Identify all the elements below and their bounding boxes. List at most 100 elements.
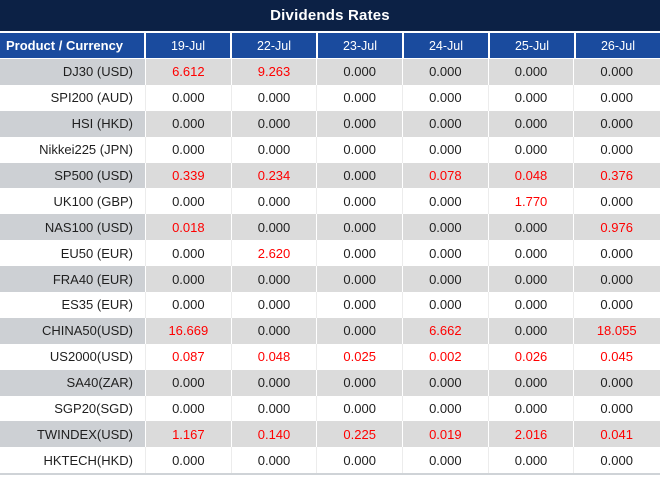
rate-cell: 0.000 — [488, 136, 575, 163]
rate-cell: 0.000 — [488, 266, 575, 293]
rate-cell: 0.000 — [317, 84, 404, 111]
page-title: Dividends Rates — [270, 7, 390, 24]
rate-cell: 0.000 — [146, 395, 232, 422]
rate-cell: 0.000 — [317, 188, 404, 215]
rate-cell: 0.339 — [146, 162, 232, 189]
rate-cell: 0.048 — [488, 162, 575, 189]
rate-cell: 0.078 — [403, 162, 489, 189]
rate-cell: 0.000 — [403, 84, 489, 111]
column-header-date: 25-Jul — [490, 33, 576, 58]
rate-cell: 0.000 — [317, 162, 404, 189]
column-header-date: 19-Jul — [146, 33, 232, 58]
table-row: FRA40 (EUR) 0.000 0.000 0.000 0.000 0.000 0.00… — [0, 266, 660, 293]
rate-cell: 0.000 — [317, 317, 404, 344]
rate-cell: 0.000 — [317, 447, 404, 474]
rate-cell: 0.000 — [146, 447, 232, 474]
rate-cell: 16.669 — [146, 317, 232, 344]
product-cell: Nikkei225 (JPN) — [0, 136, 146, 163]
rate-cell: 0.000 — [231, 110, 318, 137]
table-row: SA40(ZAR) 0.000 0.000 0.000 0.000 0.000 0.000 — [0, 369, 660, 396]
product-cell: SPI200 (AUD) — [0, 84, 146, 111]
rate-cell: 0.000 — [231, 317, 318, 344]
rate-cell: 0.045 — [574, 343, 660, 370]
rate-cell: 0.000 — [488, 317, 575, 344]
table-body: DJ30 (USD) 6.612 9.263 0.000 0.000 0.000 0.000… — [0, 59, 660, 476]
rate-cell: 0.234 — [231, 162, 318, 189]
rate-cell: 0.018 — [146, 214, 232, 241]
rate-cell: 0.087 — [146, 343, 232, 370]
rate-cell: 0.000 — [403, 447, 489, 474]
rate-cell: 0.000 — [231, 136, 318, 163]
table-row: SPI200 (AUD) 0.000 0.000 0.000 0.000 0.000 0.0… — [0, 84, 660, 111]
rate-cell: 0.019 — [403, 421, 489, 448]
rate-cell: 0.000 — [574, 240, 660, 267]
table-row: CHINA50(USD) 16.669 0.000 0.000 6.662 0.000 18… — [0, 317, 660, 344]
table-row: HSI (HKD) 0.000 0.000 0.000 0.000 0.000 0.000 — [0, 110, 660, 137]
product-cell: SA40(ZAR) — [0, 369, 146, 396]
product-cell: HSI (HKD) — [0, 110, 146, 137]
rate-cell: 0.000 — [146, 188, 232, 215]
rate-cell: 0.000 — [231, 447, 318, 474]
rate-cell: 0.000 — [574, 395, 660, 422]
rate-cell: 0.026 — [488, 343, 575, 370]
title-divider — [0, 31, 660, 33]
table-header-row: Product / Currency 19-Jul 22-Jul 23-Jul 24-J… — [0, 33, 660, 58]
title-bar: Dividends Rates — [0, 0, 660, 31]
rate-cell: 0.000 — [231, 395, 318, 422]
product-cell: UK100 (GBP) — [0, 188, 146, 215]
rate-cell: 0.000 — [403, 395, 489, 422]
rate-cell: 0.000 — [488, 214, 575, 241]
product-cell: NAS100 (USD) — [0, 214, 146, 241]
rate-cell: 0.000 — [488, 110, 575, 137]
rate-cell: 0.000 — [403, 292, 489, 318]
rate-cell: 0.000 — [488, 447, 575, 474]
rate-cell: 0.000 — [146, 136, 232, 163]
rate-cell: 0.000 — [317, 395, 404, 422]
rate-cell: 0.000 — [146, 369, 232, 396]
rate-cell: 1.770 — [488, 188, 575, 215]
column-header-date: 23-Jul — [318, 33, 404, 58]
rate-cell: 0.041 — [574, 421, 660, 448]
rate-cell: 0.000 — [574, 292, 660, 318]
rate-cell: 0.000 — [146, 110, 232, 137]
rate-cell: 0.000 — [231, 292, 318, 318]
rate-cell: 2.620 — [231, 240, 318, 267]
table-row: DJ30 (USD) 6.612 9.263 0.000 0.000 0.000 0.000 — [0, 59, 660, 85]
rate-cell: 0.000 — [403, 59, 489, 85]
column-header-product: Product / Currency — [0, 33, 146, 58]
rate-cell: 18.055 — [574, 317, 660, 344]
rate-cell: 0.000 — [403, 214, 489, 241]
product-cell: FRA40 (EUR) — [0, 266, 146, 293]
product-cell: CHINA50(USD) — [0, 317, 146, 344]
rate-cell: 0.000 — [231, 214, 318, 241]
rate-cell: 0.000 — [317, 240, 404, 267]
rate-cell: 0.000 — [317, 110, 404, 137]
rate-cell: 0.976 — [574, 214, 660, 241]
rate-cell: 6.662 — [403, 317, 489, 344]
table-row: US2000(USD) 0.087 0.048 0.025 0.002 0.026 0.04… — [0, 343, 660, 370]
rate-cell: 0.000 — [231, 266, 318, 293]
rate-cell: 0.000 — [317, 266, 404, 293]
rate-cell: 0.000 — [574, 59, 660, 85]
rate-cell: 0.000 — [231, 188, 318, 215]
rate-cell: 0.000 — [146, 292, 232, 318]
rate-cell: 0.000 — [146, 240, 232, 267]
rate-cell: 2.016 — [488, 421, 575, 448]
dividends-table: Product / Currency 19-Jul 22-Jul 23-Jul 24-J… — [0, 33, 660, 476]
table-row: EU50 (EUR) 0.000 2.620 0.000 0.000 0.000 0.000 — [0, 240, 660, 267]
rate-cell: 0.000 — [403, 240, 489, 267]
product-cell: HKTECH(HKD) — [0, 447, 146, 474]
column-header-date: 24-Jul — [404, 33, 490, 58]
product-cell: EU50 (EUR) — [0, 240, 146, 267]
rate-cell: 0.000 — [574, 447, 660, 474]
rate-cell: 0.000 — [317, 292, 404, 318]
rate-cell: 0.000 — [488, 395, 575, 422]
rate-cell: 0.000 — [574, 266, 660, 293]
product-cell: ES35 (EUR) — [0, 292, 146, 318]
table-row: Nikkei225 (JPN) 0.000 0.000 0.000 0.000 0.000… — [0, 136, 660, 163]
rate-cell: 0.000 — [488, 59, 575, 85]
table-row: UK100 (GBP) 0.000 0.000 0.000 0.000 1.770 0.00… — [0, 188, 660, 215]
rate-cell: 9.263 — [231, 59, 318, 85]
rate-cell: 0.048 — [231, 343, 318, 370]
rate-cell: 0.000 — [231, 84, 318, 111]
